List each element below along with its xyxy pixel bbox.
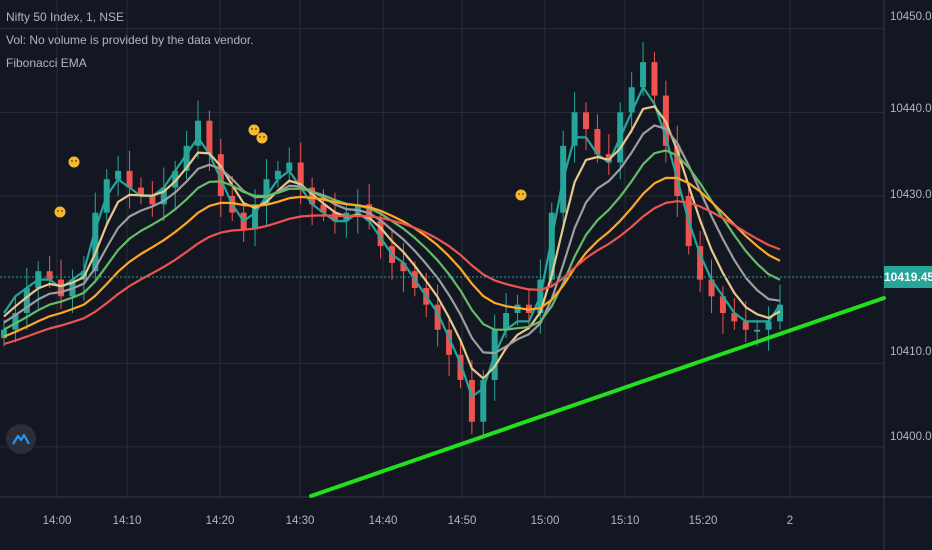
time-tick-label: 14:00	[42, 515, 72, 527]
event-marker-icon	[54, 206, 66, 218]
ema-line	[3, 124, 781, 355]
event-marker-icon	[68, 156, 80, 168]
candle-body	[731, 313, 738, 322]
candle-body	[126, 170, 133, 188]
ema-line	[3, 176, 781, 338]
chart-legend: Nifty 50 Index, 1, NSE Vol: No volume is…	[6, 6, 253, 75]
price-tick-label: 10410.00	[890, 346, 932, 358]
candle-body	[594, 129, 601, 155]
candle-body	[46, 271, 53, 280]
symbol-title[interactable]: Nifty 50 Index, 1, NSE	[6, 10, 125, 24]
candle-body	[571, 112, 578, 146]
candle-body	[195, 120, 201, 146]
candle-body	[503, 313, 510, 330]
candle-body	[754, 329, 761, 332]
candle-body	[320, 204, 327, 213]
candle-body	[400, 262, 407, 272]
indicator-name[interactable]: Fibonacci EMA	[6, 56, 87, 70]
candle-body	[583, 112, 589, 130]
candle-body	[548, 212, 555, 280]
candle-body	[651, 62, 658, 96]
candle-body	[777, 304, 783, 322]
volume-note: Vol: No volume is provided by the data v…	[6, 33, 254, 47]
candle-body	[115, 170, 122, 180]
event-marker-eye	[251, 128, 253, 130]
candle-body	[468, 379, 475, 422]
time-tick-label: 15:20	[688, 515, 718, 527]
time-tick-label: 14:40	[368, 515, 398, 527]
event-marker-eye	[71, 160, 73, 162]
candle-body	[137, 187, 144, 196]
candle-body	[286, 162, 293, 171]
time-tick-label: 15:10	[610, 515, 640, 527]
candle-body	[217, 154, 224, 196]
candle-body	[697, 246, 704, 280]
event-marker-icon	[256, 132, 268, 144]
candle-body	[640, 62, 647, 88]
event-marker-eye	[75, 160, 77, 162]
candle-body	[160, 187, 167, 205]
candle-body	[674, 145, 681, 196]
event-marker-eye	[61, 210, 63, 212]
candle-body	[628, 87, 635, 113]
event-marker-eye	[255, 128, 257, 130]
candle-body	[742, 321, 749, 330]
event-marker-icon	[515, 189, 527, 201]
candle-body	[206, 120, 213, 155]
candle-body	[457, 354, 464, 380]
event-marker-eye	[518, 193, 520, 195]
time-tick-label: 15:00	[530, 515, 560, 527]
price-tick-label: 10440.00	[890, 103, 932, 115]
candle-body	[1, 329, 7, 339]
candle-body	[12, 313, 19, 330]
price-tick-label: 10450.00	[890, 11, 932, 23]
event-marker-eye	[57, 210, 59, 212]
event-marker-eye	[259, 136, 261, 138]
event-marker-eye	[522, 193, 524, 195]
candle-body	[183, 145, 190, 171]
time-tick-label: 14:20	[205, 515, 235, 527]
candle-body	[263, 179, 270, 205]
ema-line	[3, 105, 781, 380]
candle-body	[377, 221, 384, 247]
candle-body	[172, 170, 179, 188]
time-tick-label: 14:50	[447, 515, 477, 527]
event-marker-icon	[248, 124, 260, 136]
tradingview-logo-icon[interactable]	[6, 424, 36, 454]
price-tick-label: 10430.00	[890, 189, 932, 201]
candle-body	[23, 287, 30, 314]
ema-line	[3, 200, 781, 346]
time-tick-label: 14:30	[285, 515, 315, 527]
candle-body	[149, 195, 156, 205]
trendline	[309, 296, 886, 498]
candle-body	[354, 204, 361, 213]
candle-body	[719, 296, 726, 314]
candle-body	[765, 321, 772, 330]
candle-body	[480, 379, 487, 422]
candle-body	[309, 187, 316, 205]
candle-body	[446, 329, 453, 355]
candle-body	[434, 304, 441, 330]
candle-body	[297, 162, 304, 188]
candle-body	[708, 279, 715, 297]
candle-body	[274, 170, 281, 180]
candle-body	[92, 212, 99, 272]
candle-body	[252, 204, 259, 230]
time-tick-label: 14:10	[112, 515, 142, 527]
last-price-label: 10419.45	[884, 266, 932, 288]
event-marker-eye	[263, 136, 265, 138]
time-tick-label: 2	[786, 515, 794, 527]
ema-line	[3, 86, 781, 398]
price-tick-label: 10400.00	[890, 431, 932, 443]
